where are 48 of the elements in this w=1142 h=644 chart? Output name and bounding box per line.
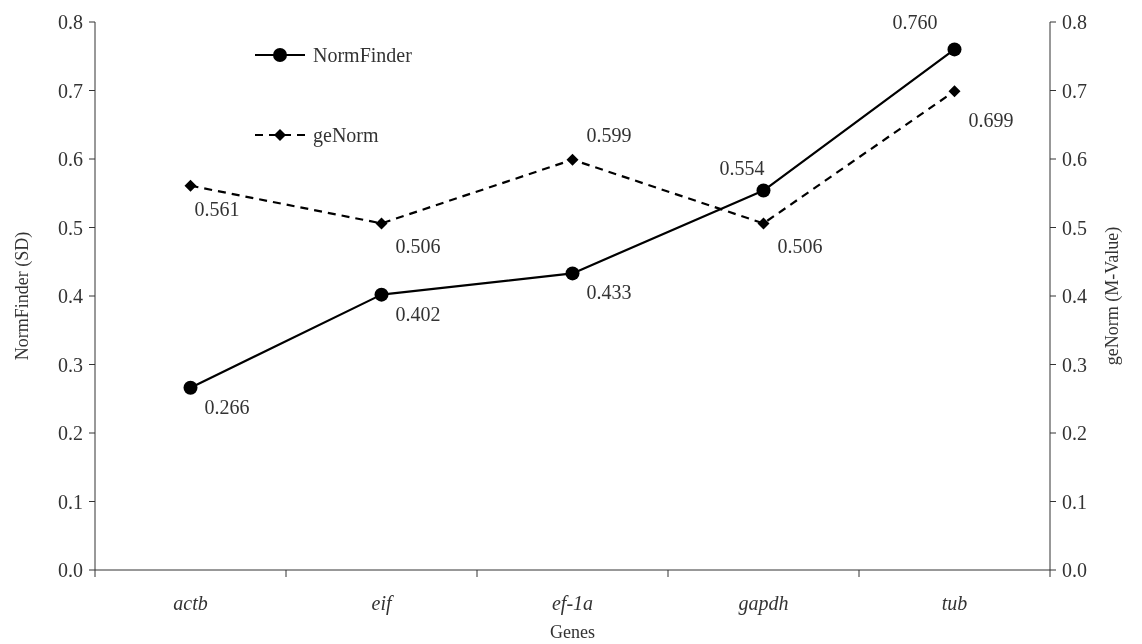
y-tick-label: 0.1 xyxy=(58,490,83,513)
x-tick-label: gapdh xyxy=(738,592,789,615)
point xyxy=(183,380,198,395)
point xyxy=(565,266,580,281)
y-tick-label: 0.5 xyxy=(58,216,83,239)
y-axis-title: NormFinder (SD) xyxy=(12,231,33,361)
x-axis-title: Genes xyxy=(550,622,595,642)
point xyxy=(948,85,961,98)
data-label: 0.266 xyxy=(204,395,250,418)
point xyxy=(566,153,579,166)
point xyxy=(375,217,388,230)
point xyxy=(374,287,389,302)
x-tick-label: ef-1a xyxy=(551,592,594,615)
y2-tick-label: 0.4 xyxy=(1062,285,1087,307)
y-tick-label: 0.8 xyxy=(58,11,83,33)
y2-axis-title: geNorm (M-Value) xyxy=(1102,226,1123,366)
point xyxy=(947,42,962,57)
y2-tick-label: 0.2 xyxy=(1062,422,1087,444)
data-label: 0.433 xyxy=(586,281,632,304)
x-tick-label: actb xyxy=(173,592,208,614)
point xyxy=(756,183,771,198)
y2-tick-label: 0.6 xyxy=(1062,148,1087,170)
data-label: 0.561 xyxy=(194,197,240,220)
y2-tick-label: 0.1 xyxy=(1062,490,1087,513)
y-tick-label: 0.6 xyxy=(58,148,83,170)
y-tick-label: 0.7 xyxy=(58,79,83,102)
data-label: 0.599 xyxy=(586,123,632,146)
data-label: 0.554 xyxy=(719,156,765,179)
legend-label: geNorm xyxy=(313,124,379,147)
point xyxy=(757,217,770,230)
y2-tick-label: 0.0 xyxy=(1062,559,1087,581)
point xyxy=(184,179,197,192)
data-label: 0.760 xyxy=(892,11,938,34)
x-tick-label: eif xyxy=(371,592,394,615)
y-tick-label: 0.3 xyxy=(58,353,83,376)
y2-tick-label: 0.8 xyxy=(1062,11,1087,33)
y2-tick-label: 0.7 xyxy=(1062,79,1087,102)
y-tick-label: 0.4 xyxy=(58,285,83,307)
y-tick-label: 0.2 xyxy=(58,422,83,444)
y2-tick-label: 0.5 xyxy=(1062,216,1087,239)
data-label: 0.506 xyxy=(395,235,441,258)
data-label: 0.699 xyxy=(968,109,1014,132)
y2-tick-label: 0.3 xyxy=(1062,353,1087,376)
legend-label: NormFinder xyxy=(313,44,413,66)
data-label: 0.402 xyxy=(395,302,441,325)
x-tick-label: tub xyxy=(941,592,968,614)
y-tick-label: 0.0 xyxy=(58,559,83,581)
data-label: 0.506 xyxy=(777,235,823,258)
